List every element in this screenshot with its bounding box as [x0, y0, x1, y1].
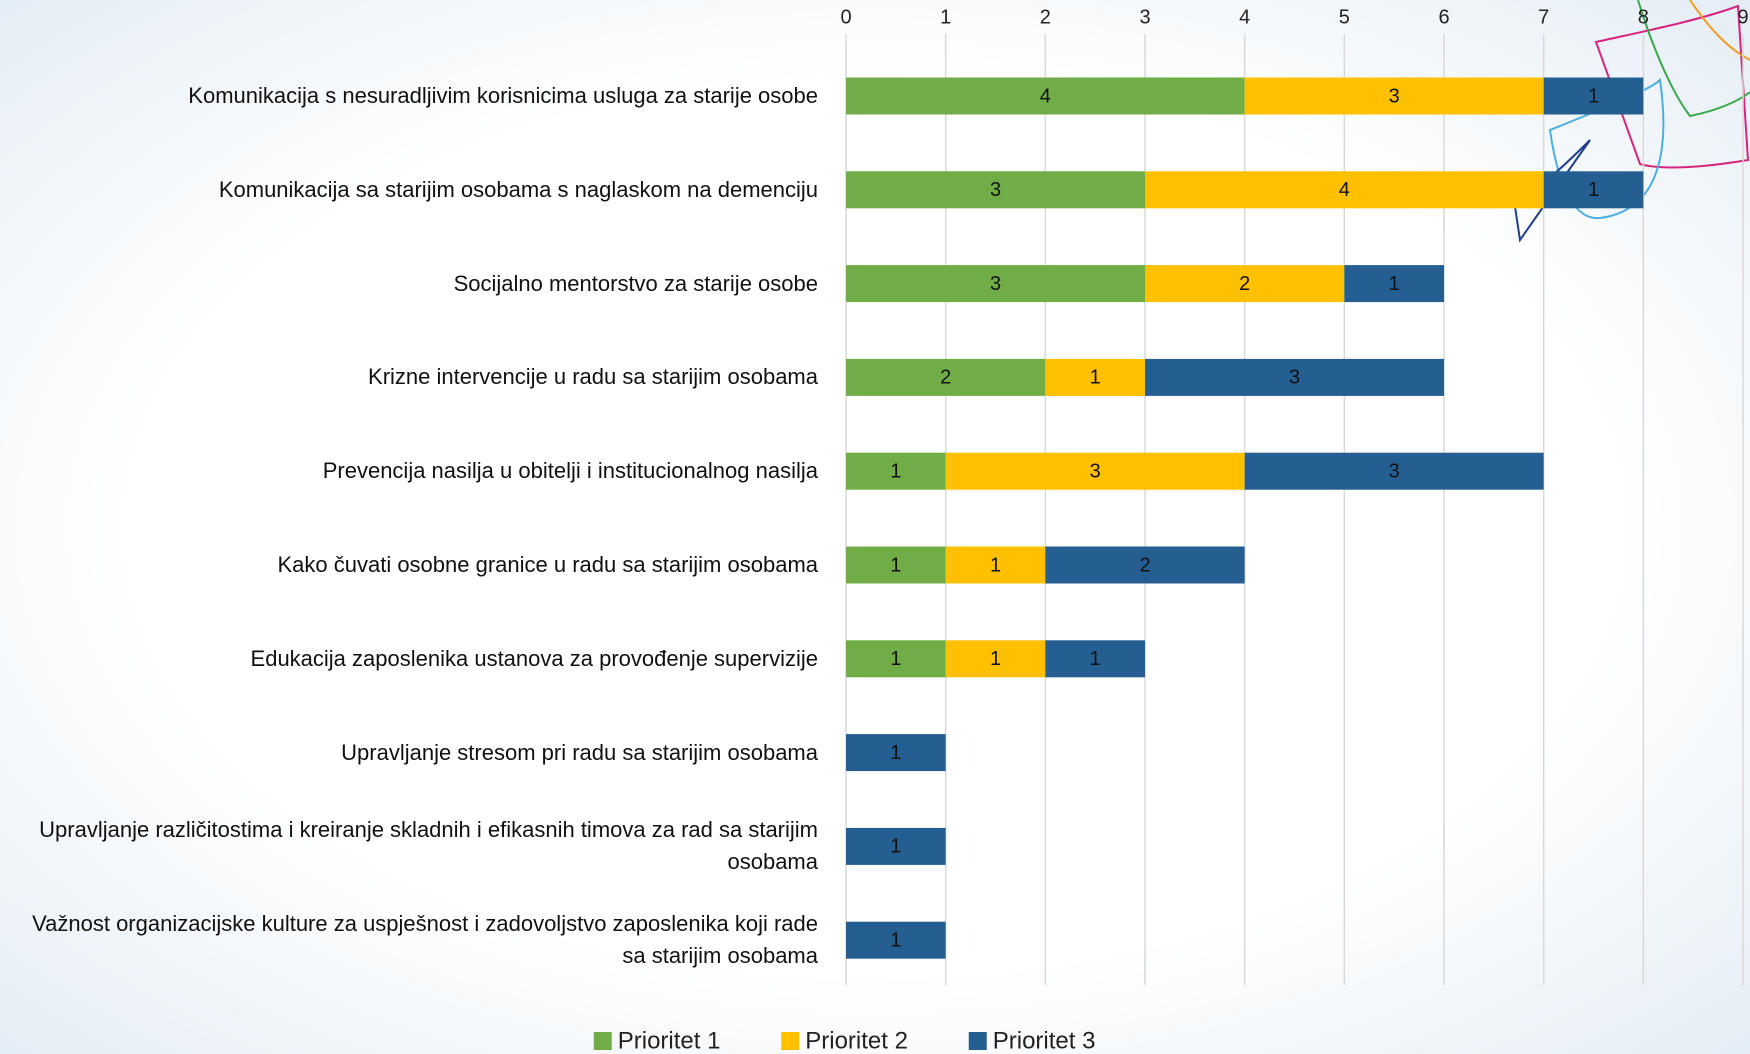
data-label: 2 [940, 367, 951, 389]
data-label: 2 [1139, 554, 1150, 576]
category-label: Krizne intervencije u radu sa starijim o… [8, 361, 818, 393]
legend-label: Prioritet 2 [805, 1027, 908, 1054]
x-tick-label: 6 [1438, 6, 1449, 28]
x-tick-label: 2 [1040, 6, 1051, 28]
category-label: Socijalno mentorstvo za starije osobe [8, 268, 818, 300]
legend-swatch [969, 1032, 987, 1050]
category-label: Edukacija zaposlenika ustanova za provođ… [8, 643, 818, 675]
legend-label: Prioritet 3 [993, 1027, 1096, 1054]
x-tick-label: 7 [1538, 6, 1549, 28]
data-label: 3 [1389, 85, 1400, 107]
data-label: 1 [890, 648, 901, 670]
x-tick-label: 0 [840, 6, 851, 28]
category-label: Upravljanje različitostima i kreiranje s… [8, 814, 818, 878]
legend-swatch [594, 1032, 612, 1050]
category-label: Važnost organizacijske kulture za uspješ… [8, 908, 818, 972]
data-label: 1 [990, 554, 1001, 576]
legend-label: Prioritet 1 [618, 1027, 721, 1054]
category-label: Kako čuvati osobne granice u radu sa sta… [8, 549, 818, 581]
x-tick-label: 4 [1239, 6, 1250, 28]
data-label: 1 [990, 648, 1001, 670]
data-label: 1 [890, 836, 901, 858]
data-label: 4 [1040, 85, 1051, 107]
x-tick-label: 3 [1139, 6, 1150, 28]
data-label: 1 [1090, 648, 1101, 670]
data-label: 1 [1389, 273, 1400, 295]
chart: 0 1 2 3 4 5 6 7 8 9 4 3 1 3 4 1 3 2 1 2 1 3 1 3 3 1 1 2 1 1 1 1 1 1 Priori… [0, 0, 1750, 1054]
data-label: 1 [890, 929, 901, 951]
data-label: 4 [1339, 179, 1350, 201]
category-label: Komunikacija sa starijim osobama s nagla… [8, 174, 818, 206]
data-label: 3 [1289, 367, 1300, 389]
legend-swatch [781, 1032, 799, 1050]
page: 0 1 2 3 4 5 6 7 8 9 4 3 1 3 4 1 3 2 1 2 1 3 1 3 3 1 1 2 1 1 1 1 1 1 Priori… [0, 0, 1750, 1054]
x-tick-label: 5 [1339, 6, 1350, 28]
data-label: 1 [1090, 367, 1101, 389]
data-label: 1 [890, 742, 901, 764]
data-label: 3 [990, 179, 1001, 201]
data-label: 3 [1389, 460, 1400, 482]
data-label: 3 [990, 273, 1001, 295]
category-label: Prevencija nasilja u obitelji i instituc… [8, 455, 818, 487]
x-tick-label: 1 [940, 6, 951, 28]
data-label: 3 [1090, 460, 1101, 482]
data-label: 1 [1588, 85, 1599, 107]
data-label: 2 [1239, 273, 1250, 295]
category-label: Upravljanje stresom pri radu sa starijim… [8, 737, 818, 769]
data-label: 1 [890, 460, 901, 482]
x-tick-label: 9 [1737, 6, 1748, 28]
category-label: Komunikacija s nesuradljivim korisnicima… [8, 80, 818, 112]
data-label: 1 [890, 554, 901, 576]
x-tick-label: 8 [1638, 6, 1649, 28]
data-label: 1 [1588, 179, 1599, 201]
